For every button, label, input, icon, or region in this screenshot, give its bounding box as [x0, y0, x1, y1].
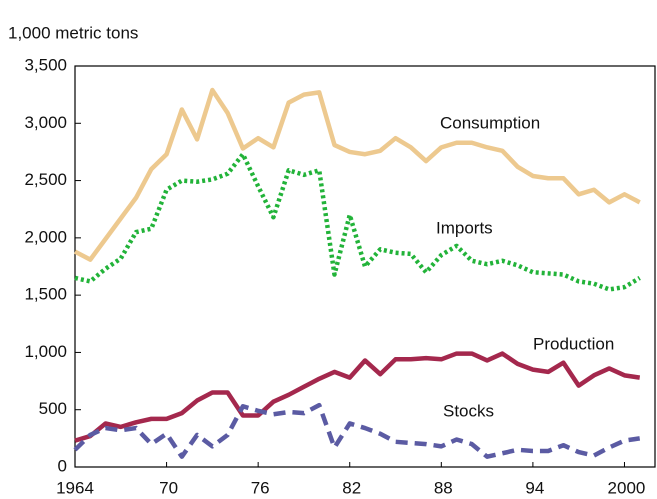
- series-line: [73, 87, 641, 262]
- y-tick-label: 2,500: [24, 170, 67, 189]
- series-line: [74, 151, 641, 292]
- series-line: [74, 351, 641, 443]
- y-tick-label: 0: [58, 456, 67, 475]
- y-tick-label: 2,000: [24, 227, 67, 246]
- plot-frame: [74, 65, 656, 468]
- y-tick-label: 1,500: [24, 285, 67, 304]
- y-tick-label: 1,000: [24, 342, 67, 361]
- x-tick-label: 70: [159, 478, 178, 497]
- series-label: Imports: [436, 218, 493, 237]
- x-tick-label: 1964: [56, 478, 94, 497]
- y-tick-label: 500: [39, 399, 67, 418]
- x-tick-label: 2000: [608, 478, 646, 497]
- y-tick-label: 3,000: [24, 113, 67, 132]
- series-label: Production: [533, 334, 614, 353]
- series-label: Consumption: [440, 113, 540, 132]
- y-axis-label: 1,000 metric tons: [8, 23, 138, 42]
- x-tick-label: 76: [251, 478, 270, 497]
- x-tick-label: 88: [434, 478, 453, 497]
- series-line: [73, 402, 641, 459]
- x-tick-label: 82: [342, 478, 361, 497]
- series-label: Stocks: [443, 401, 494, 420]
- x-tick-label: 94: [525, 478, 544, 497]
- y-tick-label: 3,500: [24, 55, 67, 74]
